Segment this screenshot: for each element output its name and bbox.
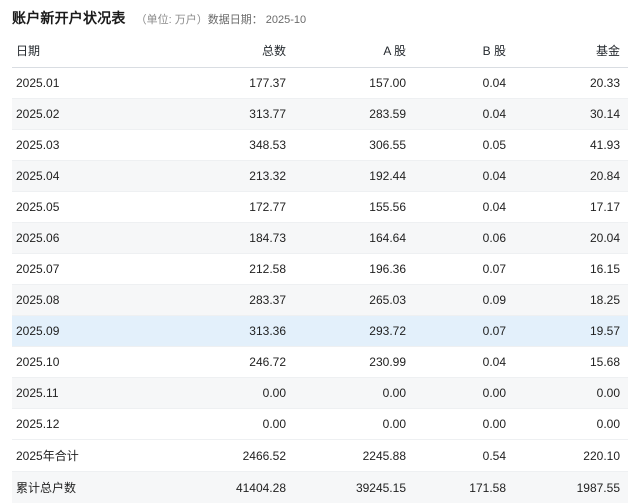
cell-a-share: 192.44	[294, 161, 414, 192]
table-row: 2025.06 184.73 164.64 0.06 20.04	[12, 223, 628, 254]
cell-date: 2025.07	[12, 254, 162, 285]
table-row: 2025.05 172.77 155.56 0.04 17.17	[12, 192, 628, 223]
table-body: 2025.01 177.37 157.00 0.04 20.33 2025.02…	[12, 68, 628, 503]
cell-b-share: 0.07	[414, 254, 514, 285]
cell-a-share: 2245.88	[294, 440, 414, 472]
column-header-total: 总数	[162, 35, 294, 68]
cell-b-share: 0.04	[414, 68, 514, 99]
cell-total: 313.77	[162, 99, 294, 130]
cell-a-share: 283.59	[294, 99, 414, 130]
cell-total: 313.36	[162, 316, 294, 347]
cell-b-share: 0.04	[414, 161, 514, 192]
cell-fund: 19.57	[514, 316, 628, 347]
cell-date: 2025.10	[12, 347, 162, 378]
cell-total: 348.53	[162, 130, 294, 161]
cell-b-share: 0.04	[414, 192, 514, 223]
table-row: 2025.04 213.32 192.44 0.04 20.84	[12, 161, 628, 192]
cell-total: 213.32	[162, 161, 294, 192]
cell-a-share: 0.00	[294, 409, 414, 440]
table-row-year-total: 2025年合计 2466.52 2245.88 0.54 220.10	[12, 440, 628, 472]
column-header-date: 日期	[12, 35, 162, 68]
column-header-a-share: A 股	[294, 35, 414, 68]
cell-date: 累计总户数	[12, 472, 162, 503]
cell-a-share: 265.03	[294, 285, 414, 316]
cell-fund: 20.04	[514, 223, 628, 254]
cell-b-share: 0.04	[414, 99, 514, 130]
cell-total: 0.00	[162, 378, 294, 409]
table-row: 2025.07 212.58 196.36 0.07 16.15	[12, 254, 628, 285]
table-row: 2025.12 0.00 0.00 0.00 0.00	[12, 409, 628, 440]
cell-total: 2466.52	[162, 440, 294, 472]
cell-b-share: 0.00	[414, 409, 514, 440]
cell-a-share: 306.55	[294, 130, 414, 161]
cell-b-share: 0.54	[414, 440, 514, 472]
page-title: 账户新开户状况表	[12, 8, 126, 28]
table-row: 2025.03 348.53 306.55 0.05 41.93	[12, 130, 628, 161]
cell-date: 2025.06	[12, 223, 162, 254]
cell-total: 0.00	[162, 409, 294, 440]
cell-a-share: 230.99	[294, 347, 414, 378]
cell-a-share: 155.56	[294, 192, 414, 223]
cell-b-share: 0.07	[414, 316, 514, 347]
cell-date: 2025.05	[12, 192, 162, 223]
cell-b-share: 0.06	[414, 223, 514, 254]
cell-a-share: 196.36	[294, 254, 414, 285]
cell-b-share: 0.00	[414, 378, 514, 409]
cell-date: 2025.02	[12, 99, 162, 130]
data-date-label: 数据日期：	[208, 11, 263, 27]
table-row: 2025.09 313.36 293.72 0.07 19.57	[12, 316, 628, 347]
cell-total: 212.58	[162, 254, 294, 285]
cell-date: 2025.08	[12, 285, 162, 316]
cell-a-share: 157.00	[294, 68, 414, 99]
cell-fund: 220.10	[514, 440, 628, 472]
cell-fund: 20.84	[514, 161, 628, 192]
table-row: 2025.08 283.37 265.03 0.09 18.25	[12, 285, 628, 316]
cell-fund: 18.25	[514, 285, 628, 316]
cell-fund: 0.00	[514, 378, 628, 409]
cell-a-share: 0.00	[294, 378, 414, 409]
cell-fund: 1987.55	[514, 472, 628, 503]
cell-fund: 17.17	[514, 192, 628, 223]
column-header-fund: 基金	[514, 35, 628, 68]
table-row-grand-total: 累计总户数 41404.28 39245.15 171.58 1987.55	[12, 472, 628, 503]
page-header: 账户新开户状况表 （单位: 万户） 数据日期： 2025-10	[12, 0, 628, 35]
cell-a-share: 293.72	[294, 316, 414, 347]
column-header-b-share: B 股	[414, 35, 514, 68]
cell-total: 246.72	[162, 347, 294, 378]
cell-date: 2025.04	[12, 161, 162, 192]
cell-fund: 41.93	[514, 130, 628, 161]
table-header: 日期 总数 A 股 B 股 基金	[12, 35, 628, 68]
unit-note: （单位: 万户）	[136, 11, 208, 27]
cell-total: 41404.28	[162, 472, 294, 503]
cell-fund: 15.68	[514, 347, 628, 378]
table-row: 2025.10 246.72 230.99 0.04 15.68	[12, 347, 628, 378]
cell-b-share: 0.09	[414, 285, 514, 316]
cell-total: 283.37	[162, 285, 294, 316]
account-open-table: 日期 总数 A 股 B 股 基金 2025.01 177.37 157.00 0…	[12, 35, 628, 503]
cell-b-share: 171.58	[414, 472, 514, 503]
cell-date: 2025.03	[12, 130, 162, 161]
cell-a-share: 164.64	[294, 223, 414, 254]
cell-fund: 20.33	[514, 68, 628, 99]
cell-fund: 0.00	[514, 409, 628, 440]
cell-date: 2025.01	[12, 68, 162, 99]
cell-fund: 16.15	[514, 254, 628, 285]
cell-date: 2025.12	[12, 409, 162, 440]
table-row: 2025.02 313.77 283.59 0.04 30.14	[12, 99, 628, 130]
cell-total: 184.73	[162, 223, 294, 254]
cell-fund: 30.14	[514, 99, 628, 130]
cell-date: 2025.09	[12, 316, 162, 347]
cell-a-share: 39245.15	[294, 472, 414, 503]
cell-date: 2025.11	[12, 378, 162, 409]
cell-date: 2025年合计	[12, 440, 162, 472]
cell-total: 177.37	[162, 68, 294, 99]
data-date-value: 2025-10	[266, 14, 306, 26]
cell-b-share: 0.04	[414, 347, 514, 378]
table-row: 2025.11 0.00 0.00 0.00 0.00	[12, 378, 628, 409]
table-row: 2025.01 177.37 157.00 0.04 20.33	[12, 68, 628, 99]
cell-b-share: 0.05	[414, 130, 514, 161]
table-header-row: 日期 总数 A 股 B 股 基金	[12, 35, 628, 68]
cell-total: 172.77	[162, 192, 294, 223]
